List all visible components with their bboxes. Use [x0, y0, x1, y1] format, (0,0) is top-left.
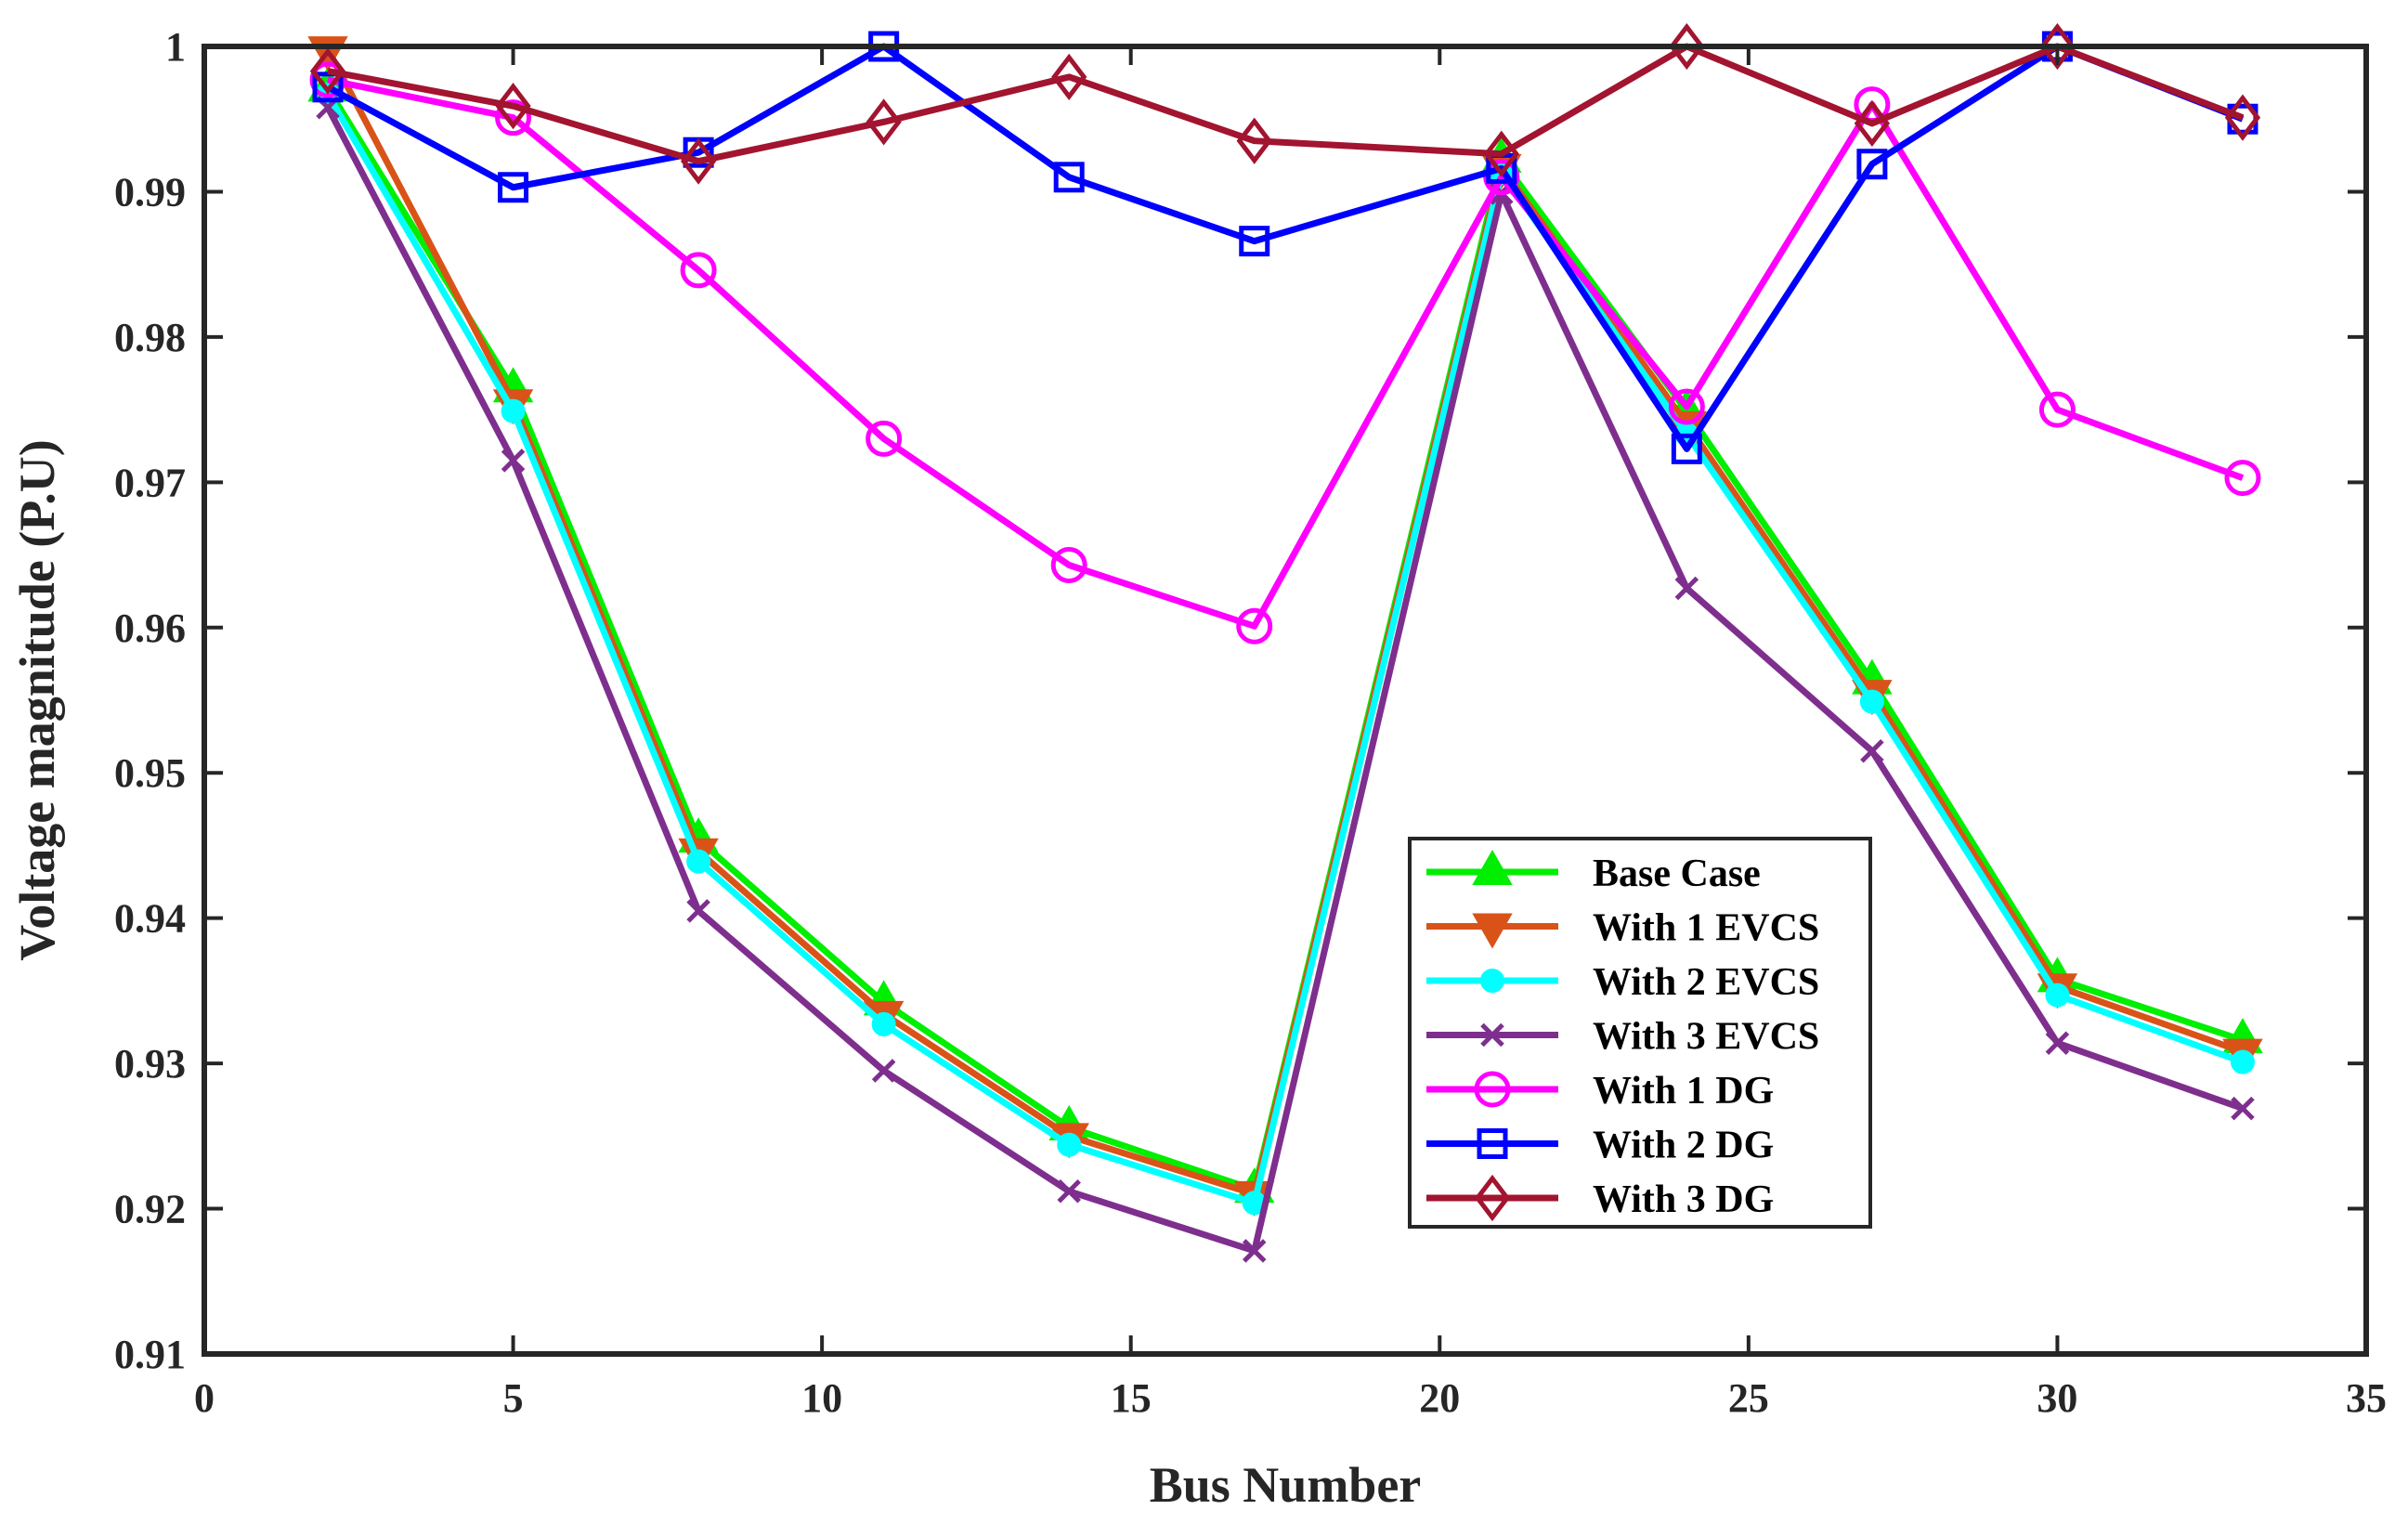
- point-marker: [1854, 99, 1891, 148]
- point-marker: [1674, 576, 1699, 601]
- point-marker: [495, 99, 532, 137]
- legend-entry: With 1 DG: [1426, 1070, 1774, 1113]
- point-marker: [686, 849, 711, 874]
- point-marker: [309, 61, 346, 98]
- point-marker: [686, 899, 710, 923]
- point-marker: [1472, 849, 1513, 885]
- point-marker: [1477, 1128, 1508, 1159]
- point-marker: [495, 83, 531, 130]
- y-tick-label: 0.93: [114, 1041, 186, 1087]
- series-with-1-dg: [309, 61, 2261, 644]
- x-tick-label: 15: [1111, 1375, 1152, 1421]
- legend-label: With 1 EVCS: [1593, 907, 1819, 950]
- y-tick-label: 0.99: [114, 169, 186, 215]
- y-tick-label: 1: [165, 24, 186, 70]
- series-layer: [307, 22, 2263, 1263]
- point-marker: [2224, 460, 2261, 497]
- series-with-3-dg: [309, 22, 2261, 185]
- series-line: [327, 76, 2245, 630]
- y-tick-label: 0.98: [114, 315, 186, 360]
- point-marker: [1053, 162, 1085, 193]
- legend-label: With 3 DG: [1593, 1178, 1774, 1221]
- point-marker: [2224, 94, 2261, 141]
- point-marker: [1668, 388, 1705, 425]
- legend-entry: With 3 DG: [1426, 1174, 1774, 1222]
- point-marker: [1057, 1132, 1082, 1157]
- point-marker: [1242, 1239, 1267, 1263]
- point-marker: [866, 98, 902, 146]
- point-marker: [501, 398, 526, 423]
- point-marker: [2231, 1096, 2255, 1121]
- legend-label: With 2 DG: [1593, 1125, 1774, 1167]
- legend-entry: With 2 DG: [1426, 1125, 1774, 1167]
- point-marker: [1051, 53, 1087, 100]
- legend-entry: With 3 EVCS: [1426, 1016, 1819, 1059]
- legend-label: With 1 DG: [1593, 1070, 1774, 1113]
- point-marker: [2038, 391, 2076, 428]
- point-marker: [1480, 1022, 1504, 1048]
- x-tick-label: 35: [2346, 1375, 2387, 1421]
- point-marker: [1483, 159, 1520, 196]
- y-tick-label: 0.92: [114, 1187, 186, 1232]
- point-marker: [1859, 689, 1884, 714]
- y-tick-label: 0.97: [114, 460, 186, 505]
- y-tick-label: 0.96: [114, 605, 186, 651]
- point-marker: [1239, 226, 1270, 257]
- legend: Base Case With 1 EVCS With 2 EVCS With 3 EV…: [1408, 837, 1872, 1229]
- point-marker: [1472, 913, 1513, 949]
- y-axis-title: Voltage magnitude (P.U): [9, 439, 65, 961]
- x-tick-label: 0: [194, 1375, 215, 1421]
- point-marker: [866, 420, 903, 457]
- x-tick-label: 30: [2037, 1375, 2077, 1421]
- series-line: [327, 43, 2245, 165]
- plot-area-frame: [202, 44, 2369, 1357]
- point-marker: [1050, 547, 1087, 584]
- point-marker: [1856, 149, 1888, 180]
- point-marker: [309, 47, 346, 95]
- point-marker: [1669, 22, 1705, 71]
- legend-entry: Base Case: [1426, 849, 1761, 895]
- y-tick-label: 0.95: [114, 750, 186, 796]
- point-marker: [1474, 1071, 1511, 1108]
- x-tick-label: 20: [1419, 1375, 1460, 1421]
- point-marker: [1480, 969, 1504, 993]
- legend-label: Base Case: [1593, 853, 1761, 895]
- y-tick-label: 0.94: [114, 896, 186, 942]
- point-marker: [498, 172, 529, 203]
- point-marker: [2230, 1049, 2255, 1074]
- point-marker: [871, 1059, 896, 1083]
- point-marker: [1236, 607, 1273, 644]
- y-tick-label: 0.91: [114, 1332, 186, 1377]
- x-tick-label: 25: [1728, 1375, 1769, 1421]
- point-marker: [1483, 130, 1519, 177]
- x-tick-label: 10: [801, 1375, 842, 1421]
- point-marker: [1474, 1174, 1511, 1222]
- point-marker: [2039, 22, 2076, 71]
- point-marker: [2045, 1031, 2070, 1055]
- legend-label: With 3 EVCS: [1593, 1016, 1819, 1059]
- point-marker: [680, 137, 717, 185]
- point-marker: [1671, 433, 1702, 464]
- point-marker: [2045, 983, 2070, 1008]
- point-marker: [1860, 738, 1884, 763]
- ticks-layer: 0 5 10 15 20 25 30 35 0.91 0.92 0.93 0.94 0.95 0.96 0.…: [114, 24, 2387, 1421]
- point-marker: [871, 1011, 896, 1036]
- point-marker: [501, 449, 526, 473]
- point-marker: [1057, 1179, 1081, 1204]
- series-line: [326, 43, 2245, 452]
- point-marker: [1236, 117, 1272, 164]
- x-axis-title: Bus Number: [1150, 1457, 1422, 1513]
- point-marker: [680, 252, 717, 289]
- legend-entry: With 1 EVCS: [1426, 907, 1819, 950]
- legend-label: With 2 EVCS: [1593, 961, 1819, 1004]
- legend-entry: With 2 EVCS: [1426, 961, 1819, 1004]
- x-tick-label: 5: [503, 1375, 524, 1421]
